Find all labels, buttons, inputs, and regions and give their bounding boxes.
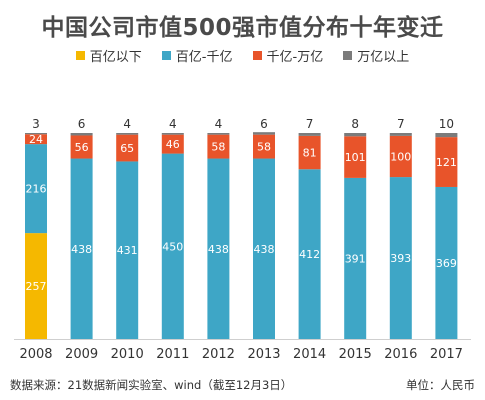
- bar-segment-above-1t-2017: [435, 133, 458, 138]
- value-label-above-1t-2011: 4: [169, 117, 177, 131]
- bar-segment-100b-1t-2010: [116, 134, 139, 162]
- bar-segment-above-1t-2015: [344, 133, 367, 137]
- x-tick-label-2015: 2015: [339, 347, 372, 362]
- value-label-10b-100b-2015: 391: [345, 252, 366, 265]
- value-label-above-1t-2012: 4: [215, 117, 223, 131]
- bar-segment-above-1t-2013: [253, 132, 275, 135]
- bar-segment-10b-100b-2014: [298, 169, 321, 339]
- bar-segment-10b-100b-2008: [25, 144, 47, 234]
- value-label-10b-100b-2010: 431: [117, 244, 138, 257]
- currency-unit-note: 单位：人民币: [406, 378, 475, 392]
- x-tick-label-2013: 2013: [247, 347, 280, 362]
- value-label-100b-1t-2010: 65: [120, 142, 134, 155]
- value-label-10b-100b-2012: 438: [208, 243, 229, 256]
- value-label-10b-100b-2009: 438: [71, 243, 92, 256]
- data-source-note: 数据来源：21数据新闻实验室、wind（截至12月3日）: [10, 378, 293, 392]
- value-label-100b-1t-2017: 121: [436, 156, 457, 169]
- value-label-100b-1t-2009: 56: [75, 141, 89, 154]
- value-label-100b-1t-2015: 101: [345, 151, 366, 164]
- value-label-above-1t-2010: 4: [123, 117, 131, 131]
- bar-segment-10b-100b-2010: [116, 161, 139, 339]
- bar-segment-above-1t-2010: [116, 133, 139, 135]
- bar-segment-100b-1t-2008: [25, 134, 47, 145]
- bar-segment-above-1t-2014: [298, 133, 321, 136]
- bar-segment-above-1t-2011: [161, 133, 184, 135]
- value-label-above-1t-2017: 10: [439, 117, 454, 131]
- value-label-above-1t-2014: 7: [306, 117, 314, 131]
- legend-label-below-10b: 百亿以下: [89, 50, 142, 65]
- x-tick-label-2011: 2011: [156, 347, 189, 362]
- value-label-above-1t-2015: 8: [351, 117, 359, 131]
- x-tick-label-2017: 2017: [430, 347, 463, 362]
- bar-segment-100b-1t-2013: [253, 134, 275, 159]
- value-label-100b-1t-2014: 81: [303, 147, 317, 160]
- legend-label-10b-100b: 百亿-千亿: [175, 50, 233, 65]
- value-label-below-10b-2008: 257: [26, 280, 47, 293]
- legend-swatch-10b-100b: [161, 51, 171, 60]
- x-tick-label-2016: 2016: [384, 347, 417, 362]
- value-label-10b-100b-2008: 216: [26, 183, 47, 196]
- value-label-100b-1t-2011: 46: [166, 138, 180, 151]
- legend-label-above-1t: 万亿以上: [357, 50, 410, 65]
- bar-segment-100b-1t-2011: [161, 134, 184, 154]
- legend-item-below-10b: 百亿以下: [75, 46, 142, 65]
- bar-segment-10b-100b-2017: [435, 186, 458, 339]
- value-label-10b-100b-2011: 450: [162, 240, 183, 253]
- value-label-100b-1t-2012: 58: [211, 141, 225, 154]
- bar-segment-10b-100b-2009: [70, 158, 93, 339]
- bar-segment-above-1t-2009: [70, 133, 93, 136]
- bar-segment-10b-100b-2013: [253, 158, 275, 339]
- chart-legend: 百亿以下 百亿-千亿 千亿-万亿 万亿以上: [0, 46, 485, 65]
- bar-segment-100b-1t-2014: [298, 135, 321, 170]
- bar-segment-above-1t-2016: [389, 133, 412, 136]
- bar-segment-below-10b-2008: [25, 233, 47, 339]
- bar-segment-10b-100b-2012: [207, 158, 230, 339]
- bar-segment-100b-1t-2012: [207, 134, 230, 159]
- x-tick-label-2009: 2009: [65, 347, 98, 362]
- x-tick-label-2008: 2008: [19, 347, 52, 362]
- legend-swatch-above-1t: [343, 51, 353, 60]
- value-label-100b-1t-2008: 24: [29, 133, 43, 146]
- value-label-10b-100b-2013: 438: [254, 243, 275, 256]
- value-label-10b-100b-2017: 369: [436, 257, 457, 270]
- value-label-above-1t-2008: 3: [32, 117, 40, 131]
- bar-segment-100b-1t-2009: [70, 135, 93, 159]
- value-label-above-1t-2013: 6: [260, 117, 268, 131]
- bar-segment-100b-1t-2017: [435, 137, 458, 187]
- x-tick-label-2012: 2012: [202, 347, 235, 362]
- legend-item-10b-100b: 百亿-千亿: [161, 46, 233, 65]
- bar-segment-100b-1t-2016: [389, 135, 412, 178]
- x-tick-label-2010: 2010: [111, 347, 144, 362]
- legend-swatch-100b-1t: [252, 51, 262, 60]
- legend-item-100b-1t: 千亿-万亿: [252, 46, 324, 65]
- chart-title: 中国公司市值500强市值分布十年变迁: [41, 15, 444, 41]
- value-label-10b-100b-2014: 412: [299, 248, 320, 261]
- bar-segment-10b-100b-2015: [344, 177, 367, 339]
- legend-label-100b-1t: 千亿-万亿: [266, 50, 324, 65]
- x-tick-label-2014: 2014: [293, 347, 326, 362]
- value-label-100b-1t-2016: 100: [390, 150, 411, 163]
- bar-segment-10b-100b-2016: [389, 177, 412, 339]
- legend-item-above-1t: 万亿以上: [343, 46, 409, 65]
- bar-segment-above-1t-2008: [25, 133, 47, 135]
- bar-segment-above-1t-2012: [207, 133, 230, 135]
- value-label-above-1t-2009: 6: [78, 117, 86, 131]
- value-label-above-1t-2016: 7: [397, 117, 405, 131]
- legend-swatch-below-10b: [75, 51, 85, 60]
- bar-segment-100b-1t-2015: [344, 136, 367, 178]
- bar-segment-10b-100b-2011: [161, 153, 184, 339]
- value-label-10b-100b-2016: 393: [390, 252, 411, 265]
- value-label-100b-1t-2013: 58: [257, 141, 271, 154]
